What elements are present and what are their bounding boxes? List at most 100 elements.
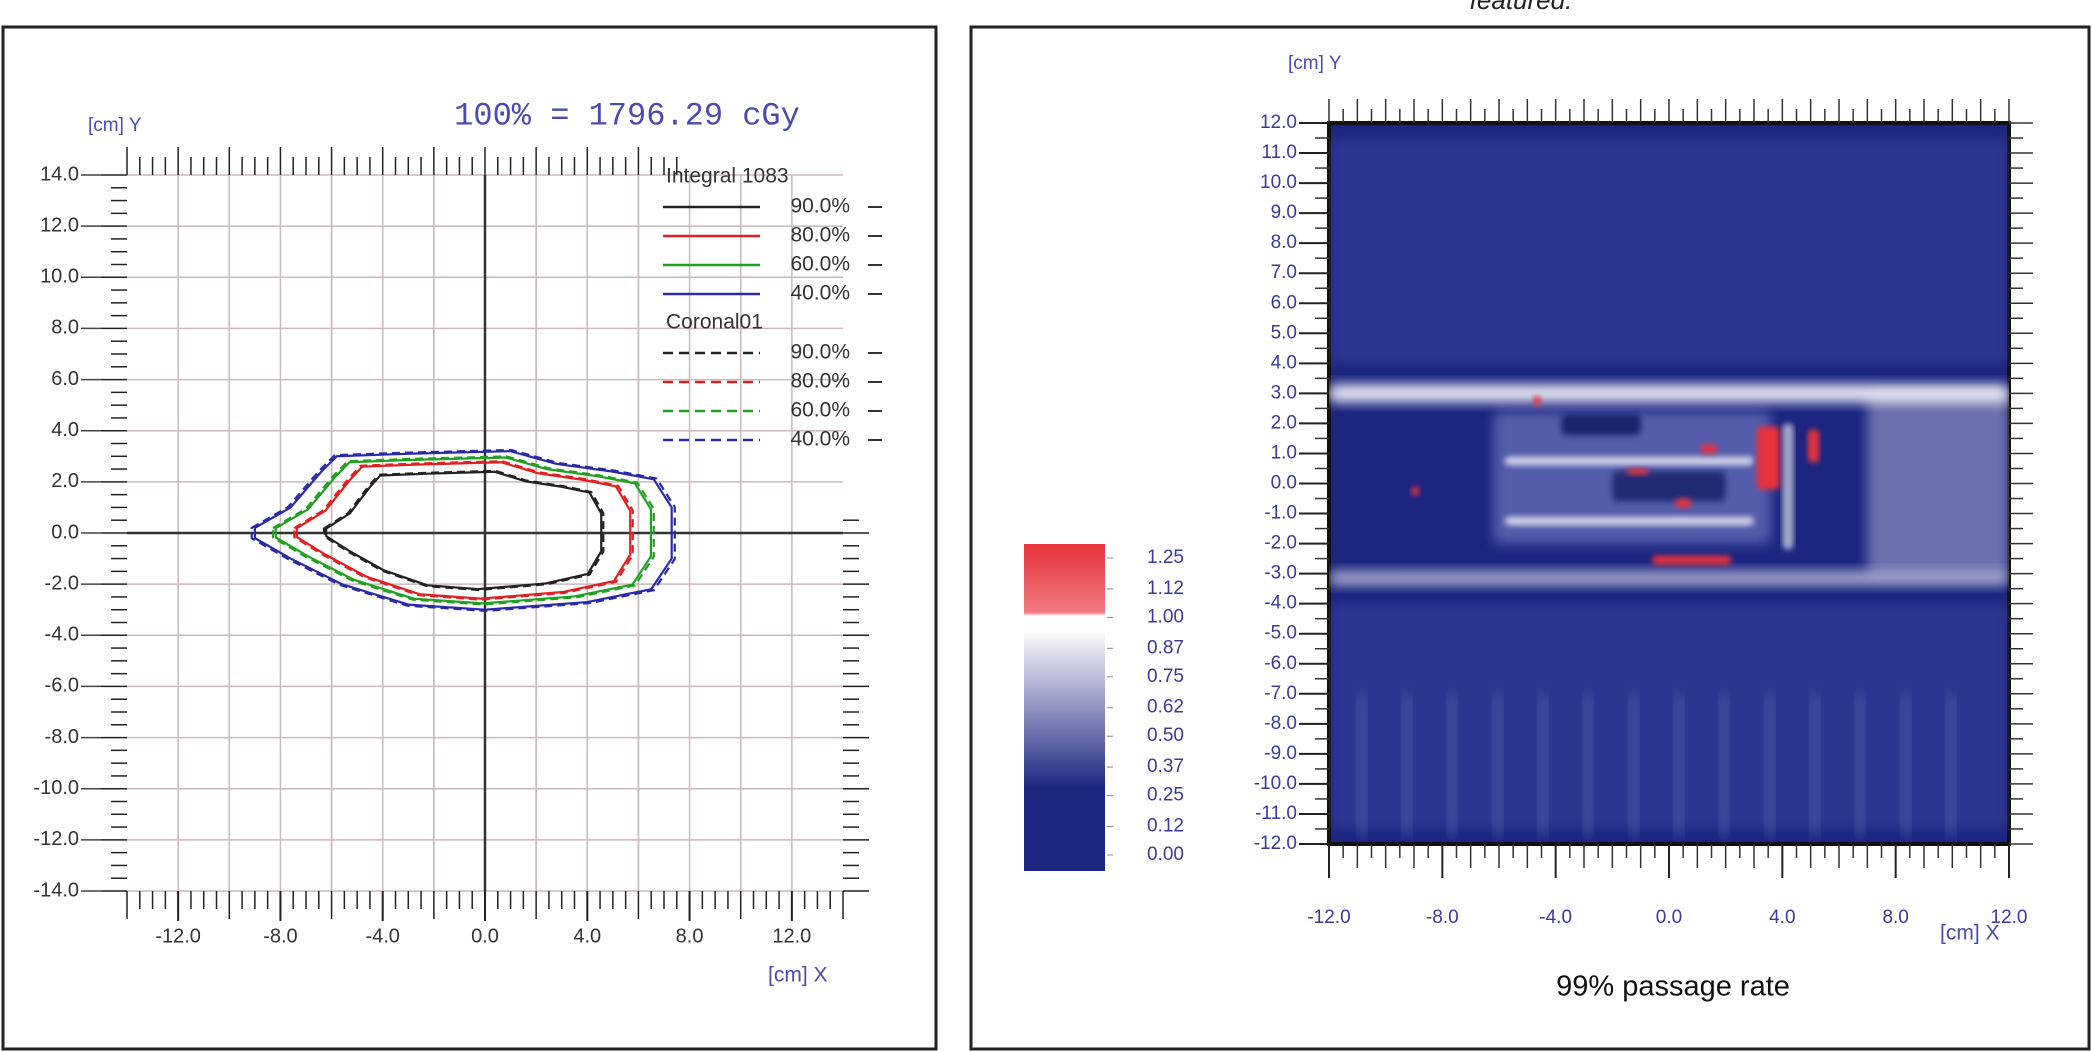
y-tick-label: -10.0 [33, 777, 79, 799]
y-tick-label: 10.0 [1260, 172, 1297, 193]
title: 100% = 1796.29 cGy [454, 97, 800, 134]
legend-group-title: Integral 1083 [666, 165, 789, 188]
streak [1448, 693, 1457, 838]
x-tick-label: 0.0 [1656, 907, 1682, 928]
y-tick-label: 5.0 [1271, 322, 1297, 343]
y-axis-label: [cm] Y [1288, 53, 1342, 74]
y-tick-label: 11.0 [1261, 142, 1297, 163]
y-tick-label: -12.0 [33, 828, 79, 850]
isodose-contour [253, 450, 673, 611]
failing-spot [1652, 555, 1732, 565]
light-band [1329, 570, 2009, 586]
y-tick-label: -2.0 [1264, 533, 1297, 554]
x-tick-label: -4.0 [365, 925, 399, 947]
colorbar-tick-label: 0.75 [1147, 666, 1184, 687]
isodose-contour [250, 448, 676, 613]
y-tick-label: 0.0 [51, 521, 79, 543]
streak [1504, 516, 1754, 526]
streak [1504, 456, 1754, 466]
y-tick-label: -1.0 [1264, 503, 1297, 524]
y-tick-label: 6.0 [1271, 292, 1297, 313]
y-tick-label: 7.0 [1271, 262, 1297, 283]
y-tick-label: 12.0 [40, 214, 79, 236]
streak [1782, 423, 1794, 550]
streak [1720, 693, 1729, 838]
colorbar-tick-label: 0.50 [1147, 725, 1184, 746]
failing-spot [1411, 486, 1420, 496]
light-region [1329, 138, 2009, 364]
streak [1765, 693, 1774, 838]
isodose-contour [293, 460, 634, 601]
streak [1946, 693, 1956, 838]
light-region [1867, 393, 2009, 574]
y-tick-label: -12.0 [1254, 833, 1297, 854]
legend-label: 60.0% [790, 399, 850, 422]
gamma-features [1329, 138, 2009, 838]
colorbar-tick-label: 0.87 [1147, 637, 1184, 658]
y-tick-label: -2.0 [45, 572, 79, 594]
colorbar-tick-label: 0.37 [1147, 756, 1184, 777]
legend-label: 40.0% [790, 428, 850, 451]
y-tick-label: 14.0 [40, 163, 79, 185]
colorbar-tick-label: 1.25 [1147, 547, 1184, 568]
left-panel [1, 25, 938, 1051]
y-tick-label: 8.0 [51, 317, 79, 339]
x-tick-label: 8.0 [1882, 907, 1908, 928]
x-tick-label: -4.0 [1539, 907, 1572, 928]
y-tick-label: -5.0 [1264, 623, 1297, 644]
failing-spot [1674, 498, 1692, 508]
y-tick-label: -6.0 [45, 675, 79, 697]
failing-spot [1807, 429, 1820, 463]
y-tick-label: 12.0 [1260, 112, 1297, 133]
y-tick-label: -8.0 [45, 726, 79, 748]
x-tick-label: -8.0 [1426, 907, 1459, 928]
isodose-contour [274, 456, 653, 605]
streak [1493, 693, 1502, 838]
x-tick-label: -8.0 [263, 925, 297, 947]
x-tick-label: -12.0 [155, 925, 201, 947]
x-tick-label: 0.0 [471, 925, 499, 947]
legend-label: 40.0% [790, 282, 850, 305]
colorbar-tick-label: 0.62 [1147, 697, 1184, 718]
y-tick-label: 9.0 [1271, 202, 1297, 223]
y-tick-label: 2.0 [1271, 412, 1297, 433]
light-band [1329, 384, 2009, 403]
failing-spot [1700, 444, 1718, 454]
colorbar-tick-label: 1.12 [1147, 578, 1184, 599]
failing-spot [1626, 468, 1650, 475]
isodose-contour [271, 455, 655, 606]
x-tick-label: 4.0 [573, 925, 601, 947]
y-tick-label: 10.0 [40, 266, 79, 288]
streak [1810, 693, 1820, 838]
streak [1402, 693, 1412, 838]
x-tick-label: 8.0 [676, 925, 704, 947]
y-tick-label: 4.0 [51, 419, 79, 441]
streak [1674, 693, 1684, 838]
y-tick-label: -6.0 [1264, 653, 1297, 674]
colorbar-tick-label: 0.25 [1147, 785, 1184, 806]
streak [1584, 693, 1593, 838]
y-tick-label: 3.0 [1271, 382, 1297, 403]
x-axis-label: [cm] X [1940, 922, 2000, 945]
x-tick-label: 12.0 [772, 925, 811, 947]
dark-region [1612, 471, 1726, 502]
y-tick-label: 8.0 [1271, 232, 1297, 253]
y-tick-label: -10.0 [1254, 773, 1297, 794]
legend-label: 90.0% [790, 341, 850, 364]
cut-caption: featured. [1470, 0, 1573, 15]
y-tick-label: 4.0 [1271, 352, 1297, 373]
streak [1901, 693, 1910, 838]
y-tick-label: -4.0 [45, 624, 79, 646]
failing-spot [1533, 396, 1542, 406]
y-tick-label: -4.0 [1264, 593, 1297, 614]
legend-label: 80.0% [790, 224, 850, 247]
streak [1629, 693, 1638, 838]
caption: 99% passage rate [1556, 971, 1790, 1003]
legend-label: 90.0% [790, 195, 850, 218]
failing-spot [1756, 426, 1780, 490]
legend-label: 60.0% [790, 253, 850, 276]
streak [1538, 693, 1548, 838]
y-tick-label: 6.0 [51, 368, 79, 390]
x-tick-label: 4.0 [1769, 907, 1795, 928]
